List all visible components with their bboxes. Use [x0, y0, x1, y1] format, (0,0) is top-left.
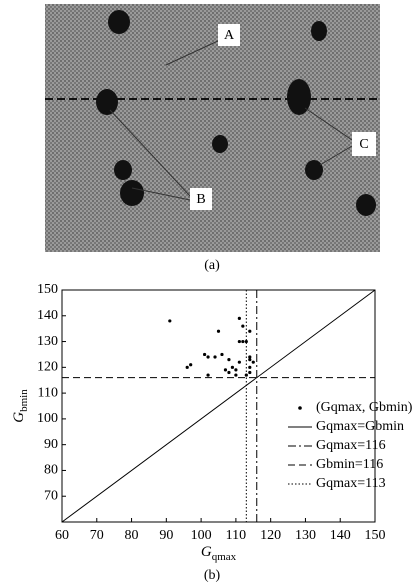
y-tick-label: 70	[44, 488, 58, 503]
point	[248, 365, 252, 369]
axis-symbol: G	[11, 412, 27, 423]
point	[206, 355, 210, 359]
diagonal-line	[61, 289, 376, 523]
point	[216, 329, 221, 333]
point	[206, 373, 210, 377]
point	[241, 339, 245, 344]
x-tick-label: 90	[159, 528, 173, 543]
x-tick-label: 60	[55, 528, 69, 543]
y-tick-label: 120	[37, 360, 58, 375]
legend-label: Gqmax=116	[316, 438, 386, 453]
y-tick-label: 140	[37, 308, 58, 323]
point	[220, 352, 224, 357]
point	[223, 368, 228, 372]
y-tick-label: 80	[44, 463, 58, 478]
point	[185, 365, 189, 369]
point	[230, 365, 235, 369]
point	[244, 339, 248, 344]
label-box	[218, 24, 240, 46]
point	[237, 360, 241, 364]
legend-label: Gqmax=113	[316, 476, 386, 491]
point	[251, 360, 255, 364]
point	[248, 355, 252, 359]
point	[227, 358, 231, 362]
defect-spots	[96, 10, 376, 216]
axis-subscript: bmin	[18, 389, 30, 412]
point	[237, 339, 241, 344]
chart: 60 70 80 90 100 110 120 130 140 150 70 80 90 100 110 12…	[11, 282, 412, 583]
legend-marker	[298, 406, 302, 410]
y-tick-label: 100	[37, 411, 58, 426]
label-box	[352, 132, 376, 156]
axis-subscript: qmax	[212, 551, 237, 563]
x-axis-label: Gqmax	[201, 544, 237, 562]
point	[234, 368, 238, 372]
caption: (b)	[204, 568, 221, 583]
micrograph	[45, 4, 380, 252]
y-tick-label: 90	[44, 437, 58, 452]
caption: (a)	[204, 258, 220, 273]
legend-label: Gqmax=Gbmin	[316, 419, 404, 434]
x-tick-label: 110	[226, 528, 246, 543]
leader-lines	[109, 39, 353, 201]
legend-label: Gbmin=116	[316, 457, 383, 472]
point	[202, 352, 207, 357]
point	[241, 324, 245, 328]
label-box	[190, 188, 212, 210]
y-axis-label: Gbmin	[11, 389, 29, 423]
point	[234, 373, 238, 377]
point	[227, 370, 231, 375]
x-tick-label: 130	[295, 528, 316, 543]
y-tick-label: 150	[37, 282, 58, 297]
axis-symbol: G	[201, 544, 212, 560]
point	[248, 358, 252, 362]
plot-frame	[61, 289, 376, 523]
spot-label: C	[359, 137, 368, 152]
y-tick-label: 110	[38, 385, 58, 400]
point	[248, 370, 252, 375]
y-tick-label: 130	[37, 334, 58, 349]
point	[248, 329, 252, 333]
x-tick-label: 120	[260, 528, 281, 543]
x-tick-label: 70	[90, 528, 104, 543]
x-tick-label: 150	[365, 528, 386, 543]
point	[168, 319, 172, 323]
point	[244, 373, 248, 377]
point	[237, 316, 241, 320]
image-a: A B C (a)	[45, 4, 380, 273]
x-tick-label: 100	[191, 528, 212, 543]
x-tick-label: 140	[330, 528, 351, 543]
spot-label: B	[196, 192, 205, 207]
point	[213, 355, 217, 359]
legend-label: (Gqmax, Gbmin)	[316, 400, 413, 415]
spot-label: A	[224, 28, 235, 43]
x-tick-label: 80	[125, 528, 139, 543]
point	[189, 363, 193, 367]
